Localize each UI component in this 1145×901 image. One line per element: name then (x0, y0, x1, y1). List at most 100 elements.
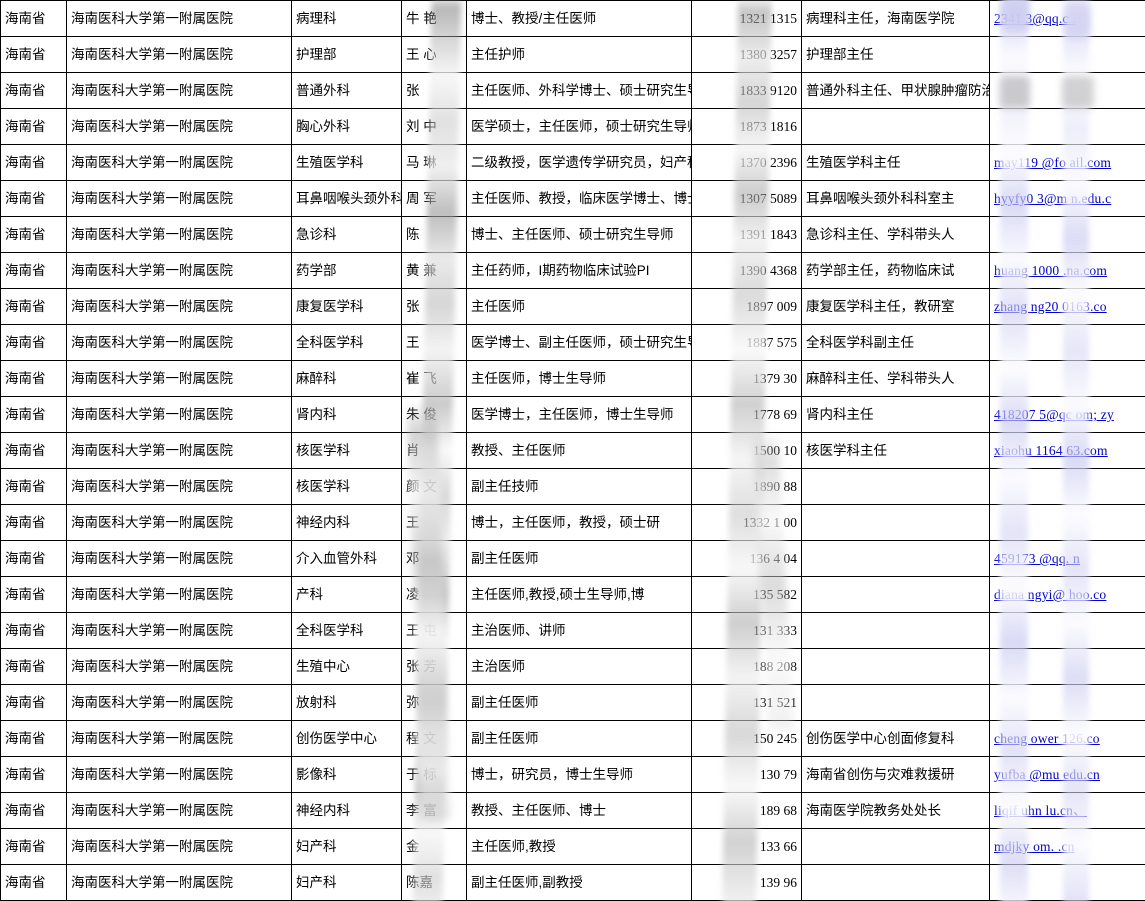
cell-province: 海南省 (0, 72, 67, 109)
cell-phone: 131 521 (691, 684, 802, 721)
cell-hospital: 海南医科大学第一附属医院 (66, 612, 292, 649)
table-row[interactable]: 海南省 海南医科大学第一附属医院 神经内科李 富教授、主任医师、博士 189 68 海南… (0, 792, 1145, 829)
table-row[interactable]: 海南省 海南医科大学第一附属医院 肾内科朱 俊医学博士，主任医师，博士生导师 1778… (0, 396, 1145, 433)
table-row[interactable]: 海南省 海南医科大学第一附属医院 全科医学科王医学博士、副主任医师，硕士研究生导师 1… (0, 324, 1145, 361)
email-link[interactable]: 459173 @qq. n (994, 551, 1080, 566)
table-row[interactable]: 海南省 海南医科大学第一附属医院 核医学科颜 文副主任技师 1890 88 (0, 468, 1145, 505)
cell-phone: 1887 575 (691, 324, 802, 361)
cell-phone: 135 582 (691, 576, 802, 613)
cell-province: 海南省 (0, 360, 67, 397)
cell-email[interactable] (989, 684, 1145, 721)
cell-email[interactable]: xiaohu 1164 63.com (989, 432, 1145, 469)
table-row[interactable]: 海南省 海南医科大学第一附属医院 药学部黄 兼主任药师，I期药物临床试验PI 1390… (0, 252, 1145, 289)
table-row[interactable]: 海南省 海南医科大学第一附属医院 全科医学科王 屯主治医师、讲师 131 333 (0, 612, 1145, 649)
table-row[interactable]: 海南省 海南医科大学第一附属医院 妇产科金主任医师,教授 133 66 mdjky om… (0, 828, 1145, 865)
email-link[interactable]: liqif uhn lu.cn、 (994, 803, 1087, 818)
cell-department: 核医学科 (291, 432, 402, 469)
cell-hospital: 海南医科大学第一附属医院 (66, 144, 292, 181)
cell-name: 张 芳 (401, 648, 467, 685)
table-row[interactable]: 海南省 海南医科大学第一附属医院 康复医学科张主任医师 1897 009 康复医学科主任… (0, 288, 1145, 325)
cell-email[interactable]: may119 @fo ail.com (989, 144, 1145, 181)
cell-hospital: 海南医科大学第一附属医院 (66, 360, 292, 397)
table-row[interactable]: 海南省 海南医科大学第一附属医院 麻醉科崔 飞主任医师，博士生导师 1379 30 麻醉… (0, 360, 1145, 397)
cell-name: 肖 (401, 432, 467, 469)
cell-email[interactable] (989, 612, 1145, 649)
cell-province: 海南省 (0, 144, 67, 181)
table-row[interactable]: 海南省 海南医科大学第一附属医院 耳鼻咽喉头颈外科周 军主任医师、教授，临床医学博士… (0, 180, 1145, 217)
table-row[interactable]: 海南省 海南医科大学第一附属医院 神经内科王博士，主任医师，教授，硕士研 1332 1… (0, 504, 1145, 541)
table-row[interactable]: 海南省 海南医科大学第一附属医院 放射科弥副主任医师 131 521 (0, 684, 1145, 721)
cell-department: 妇产科 (291, 864, 402, 901)
cell-position (801, 612, 990, 649)
cell-email[interactable] (989, 36, 1145, 73)
cell-title: 副主任医师,副教授 (466, 864, 692, 901)
cell-email[interactable] (989, 216, 1145, 253)
cell-email[interactable] (989, 648, 1145, 685)
cell-position: 普通外科主任、甲状腺肿瘤防治中心主 (801, 72, 990, 109)
cell-email[interactable] (989, 864, 1145, 901)
email-link[interactable]: diana ngyi@ hoo.co (994, 587, 1107, 602)
cell-email[interactable]: cheng ower 126.co (989, 720, 1145, 757)
table-row[interactable]: 海南省 海南医科大学第一附属医院 产科凌主任医师,教授,硕士生导师,博 135 582… (0, 576, 1145, 613)
table-row[interactable]: 海南省 海南医科大学第一附属医院 妇产科 陈嘉 副主任医师,副教授 139 96 (0, 864, 1145, 901)
table-row[interactable]: 海南省 海南医科大学第一附属医院 介入血管外科邓副主任医师 136 4 04 45917… (0, 540, 1145, 577)
cell-email[interactable]: liqif uhn lu.cn、 (989, 792, 1145, 829)
cell-hospital: 海南医科大学第一附属医院 (66, 0, 292, 37)
table-row[interactable]: 海南省 海南医科大学第一附属医院 影像科于 标博士，研究员，博士生导师 130 79 海… (0, 756, 1145, 793)
email-link[interactable]: xiaohu 1164 63.com (994, 443, 1108, 458)
cell-department: 核医学科 (291, 468, 402, 505)
cell-position (801, 864, 990, 901)
cell-email[interactable] (989, 108, 1145, 145)
email-link[interactable]: mdjky om. .cn (994, 839, 1075, 854)
cell-title: 主任医师，博士生导师 (466, 360, 692, 397)
email-link[interactable]: may119 @fo ail.com (994, 155, 1112, 170)
cell-hospital: 海南医科大学第一附属医院 (66, 180, 292, 217)
cell-email[interactable]: yufba @mu edu.cn (989, 756, 1145, 793)
cell-email[interactable] (989, 72, 1145, 109)
cell-department: 生殖中心 (291, 648, 402, 685)
cell-title: 副主任技师 (466, 468, 692, 505)
cell-name: 刘 中 (401, 108, 467, 145)
cell-email[interactable] (989, 324, 1145, 361)
cell-email[interactable]: 2341 3@qq.c . (989, 0, 1145, 37)
email-link[interactable]: huang 1000 .na.com (994, 263, 1108, 278)
table-row[interactable]: 海南省 海南医科大学第一附属医院 胸心外科刘 中医学硕士，主任医师，硕士研究生导师 1… (0, 108, 1145, 145)
cell-province: 海南省 (0, 468, 67, 505)
cell-title: 副主任医师 (466, 540, 692, 577)
cell-name: 陈 (401, 216, 467, 253)
cell-department: 妇产科 (291, 828, 402, 865)
cell-email[interactable]: hyyfy0 3@m n.edu.c (989, 180, 1145, 217)
email-link[interactable]: 418207 5@qc om; zy (994, 407, 1114, 422)
table-row[interactable]: 海南省 海南医科大学第一附属医院 创伤医学中心程 文副主任医师 150 245 创伤医学… (0, 720, 1145, 757)
cell-email[interactable] (989, 360, 1145, 397)
cell-email[interactable] (989, 468, 1145, 505)
cell-province: 海南省 (0, 108, 67, 145)
cell-title: 博士，主任医师，教授，硕士研 (466, 504, 692, 541)
email-link[interactable]: yufba @mu edu.cn (994, 767, 1100, 782)
table-row[interactable]: 海南省 海南医科大学第一附属医院 核医学科肖教授、主任医师 1500 10 核医学科主任… (0, 432, 1145, 469)
cell-province: 海南省 (0, 252, 67, 289)
email-link[interactable]: hyyfy0 3@m n.edu.c (994, 191, 1112, 206)
cell-position: 康复医学科主任，教研室 (801, 288, 990, 325)
cell-title: 博士，研究员，博士生导师 (466, 756, 692, 793)
cell-email[interactable]: huang 1000 .na.com (989, 252, 1145, 289)
cell-province: 海南省 (0, 288, 67, 325)
cell-email[interactable]: diana ngyi@ hoo.co (989, 576, 1145, 613)
cell-email[interactable]: mdjky om. .cn (989, 828, 1145, 865)
email-link[interactable]: cheng ower 126.co (994, 731, 1100, 746)
cell-email[interactable]: 459173 @qq. n (989, 540, 1145, 577)
table-row[interactable]: 海南省 海南医科大学第一附属医院 生殖中心张 芳主治医师 188 208 (0, 648, 1145, 685)
email-link[interactable]: 2341 3@qq.c . (994, 11, 1076, 26)
table-row[interactable]: 海南省 海南医科大学第一附属医院 普通外科张主任医师、外科学博士、硕士研究生导师 18… (0, 72, 1145, 109)
cell-phone: 188 208 (691, 648, 802, 685)
cell-email[interactable] (989, 504, 1145, 541)
cell-email[interactable]: zhang ng20 0163.co (989, 288, 1145, 325)
email-link[interactable]: zhang ng20 0163.co (994, 299, 1107, 314)
table-row[interactable]: 海南省 海南医科大学第一附属医院 病理科牛 艳博士、教授/主任医师 1321 1315… (0, 0, 1145, 37)
table-row[interactable]: 海南省 海南医科大学第一附属医院 护理部王 心主任护师 1380 3257 护理部主任 (0, 36, 1145, 73)
cell-email[interactable]: 418207 5@qc om; zy (989, 396, 1145, 433)
cell-name: 张 (401, 288, 467, 325)
table-row[interactable]: 海南省 海南医科大学第一附属医院 急诊科陈博士、主任医师、硕士研究生导师 1391 1… (0, 216, 1145, 253)
